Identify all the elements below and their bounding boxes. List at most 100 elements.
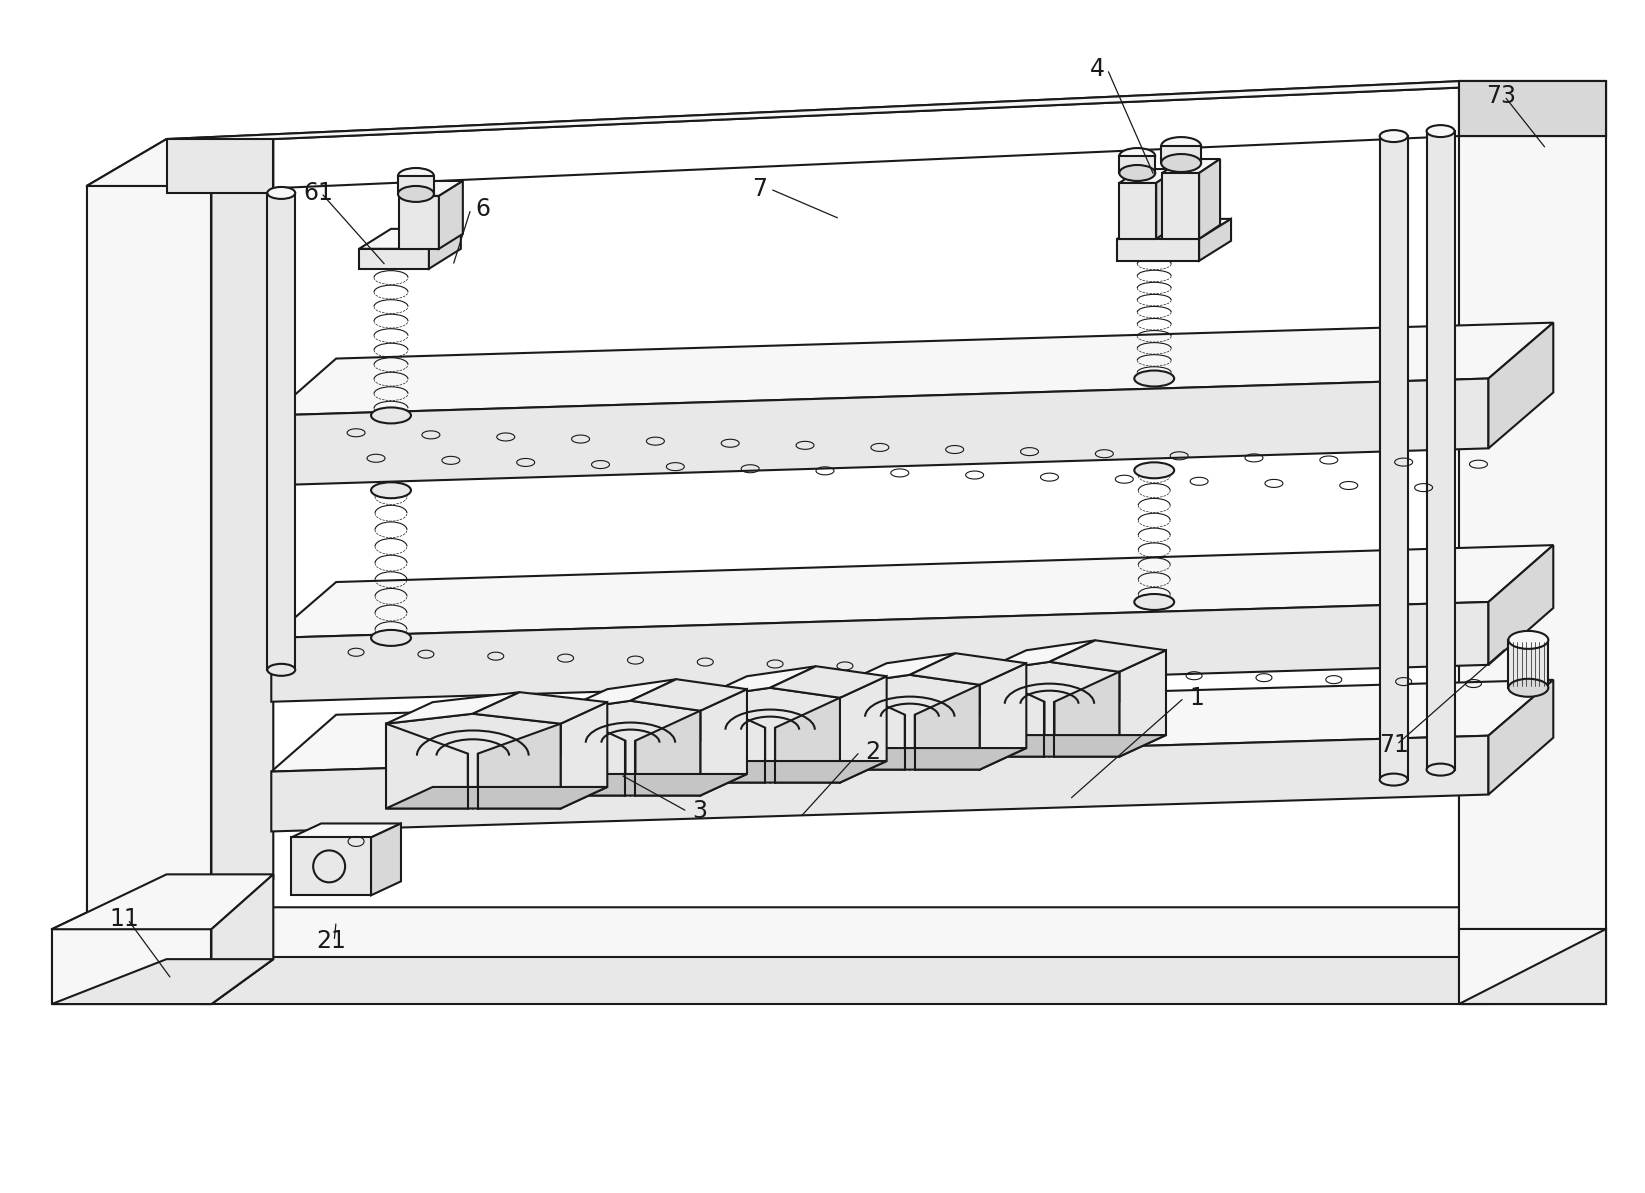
Polygon shape	[1459, 81, 1606, 136]
Polygon shape	[561, 679, 676, 711]
Polygon shape	[271, 322, 1553, 415]
Polygon shape	[398, 177, 434, 194]
Polygon shape	[1459, 929, 1606, 1005]
Polygon shape	[271, 736, 1489, 832]
Polygon shape	[477, 724, 561, 809]
Polygon shape	[51, 929, 212, 1005]
Text: 11: 11	[110, 907, 140, 932]
Text: 1: 1	[1189, 686, 1204, 710]
Text: 73: 73	[1487, 85, 1517, 109]
Polygon shape	[980, 672, 1045, 756]
Polygon shape	[1459, 929, 1606, 1005]
Polygon shape	[271, 680, 1553, 772]
Polygon shape	[1489, 680, 1553, 795]
Polygon shape	[1489, 907, 1558, 1005]
Polygon shape	[166, 81, 1606, 140]
Polygon shape	[51, 959, 273, 1005]
Polygon shape	[701, 666, 816, 698]
Polygon shape	[1489, 322, 1553, 449]
Polygon shape	[1163, 159, 1221, 173]
Polygon shape	[439, 181, 462, 249]
Ellipse shape	[1426, 764, 1454, 775]
Polygon shape	[387, 787, 607, 809]
Polygon shape	[841, 675, 980, 769]
Polygon shape	[701, 698, 765, 783]
Ellipse shape	[266, 663, 294, 675]
Ellipse shape	[372, 482, 411, 499]
Polygon shape	[915, 685, 980, 769]
Ellipse shape	[1119, 148, 1155, 163]
Ellipse shape	[398, 168, 434, 184]
Polygon shape	[291, 823, 401, 837]
Polygon shape	[980, 662, 1119, 756]
Ellipse shape	[372, 408, 411, 424]
Polygon shape	[429, 229, 461, 268]
Polygon shape	[1163, 173, 1199, 239]
Polygon shape	[212, 874, 273, 1005]
Polygon shape	[1459, 136, 1606, 929]
Ellipse shape	[1135, 241, 1175, 256]
Polygon shape	[87, 186, 212, 929]
Text: 21: 21	[316, 929, 345, 953]
Polygon shape	[1119, 156, 1155, 173]
Polygon shape	[472, 692, 607, 724]
Polygon shape	[1489, 545, 1553, 665]
Polygon shape	[212, 140, 273, 929]
Polygon shape	[291, 837, 372, 895]
Ellipse shape	[398, 186, 434, 202]
Polygon shape	[701, 688, 841, 783]
Polygon shape	[1050, 641, 1166, 672]
Ellipse shape	[1508, 679, 1548, 697]
Ellipse shape	[1119, 165, 1155, 181]
Text: 6: 6	[475, 197, 490, 221]
Polygon shape	[1117, 239, 1199, 261]
Polygon shape	[387, 713, 561, 809]
Polygon shape	[630, 679, 747, 711]
Polygon shape	[1199, 159, 1221, 239]
Polygon shape	[271, 545, 1553, 638]
Ellipse shape	[1161, 154, 1201, 172]
Text: 4: 4	[1089, 57, 1104, 81]
Polygon shape	[87, 140, 273, 186]
Text: 3: 3	[693, 799, 707, 823]
Polygon shape	[387, 724, 467, 809]
Polygon shape	[400, 181, 462, 196]
Polygon shape	[266, 193, 294, 669]
Polygon shape	[701, 690, 747, 796]
Polygon shape	[372, 823, 401, 895]
Ellipse shape	[1135, 463, 1175, 478]
Polygon shape	[561, 703, 607, 809]
Polygon shape	[1119, 650, 1166, 756]
Ellipse shape	[1135, 371, 1175, 387]
Polygon shape	[561, 774, 747, 796]
Text: 2: 2	[865, 740, 880, 764]
Polygon shape	[910, 654, 1026, 685]
Polygon shape	[1119, 183, 1156, 239]
Polygon shape	[359, 229, 461, 249]
Polygon shape	[166, 140, 273, 193]
Polygon shape	[51, 874, 273, 929]
Ellipse shape	[1161, 137, 1201, 155]
Polygon shape	[701, 761, 887, 783]
Polygon shape	[561, 711, 625, 796]
Text: 61: 61	[303, 181, 332, 205]
Polygon shape	[1199, 218, 1230, 261]
Polygon shape	[271, 378, 1489, 486]
Polygon shape	[980, 641, 1096, 672]
Polygon shape	[201, 907, 1558, 957]
Polygon shape	[561, 700, 701, 796]
Polygon shape	[841, 748, 1026, 769]
Polygon shape	[1054, 672, 1119, 756]
Text: 7: 7	[752, 177, 767, 200]
Ellipse shape	[372, 251, 411, 267]
Polygon shape	[1156, 169, 1178, 239]
Ellipse shape	[1426, 125, 1454, 137]
Ellipse shape	[1135, 594, 1175, 610]
Ellipse shape	[1380, 130, 1408, 142]
Polygon shape	[1117, 218, 1230, 239]
Polygon shape	[841, 676, 887, 783]
Polygon shape	[201, 957, 1489, 1005]
Polygon shape	[841, 685, 905, 769]
Polygon shape	[841, 654, 956, 685]
Polygon shape	[1508, 639, 1548, 688]
